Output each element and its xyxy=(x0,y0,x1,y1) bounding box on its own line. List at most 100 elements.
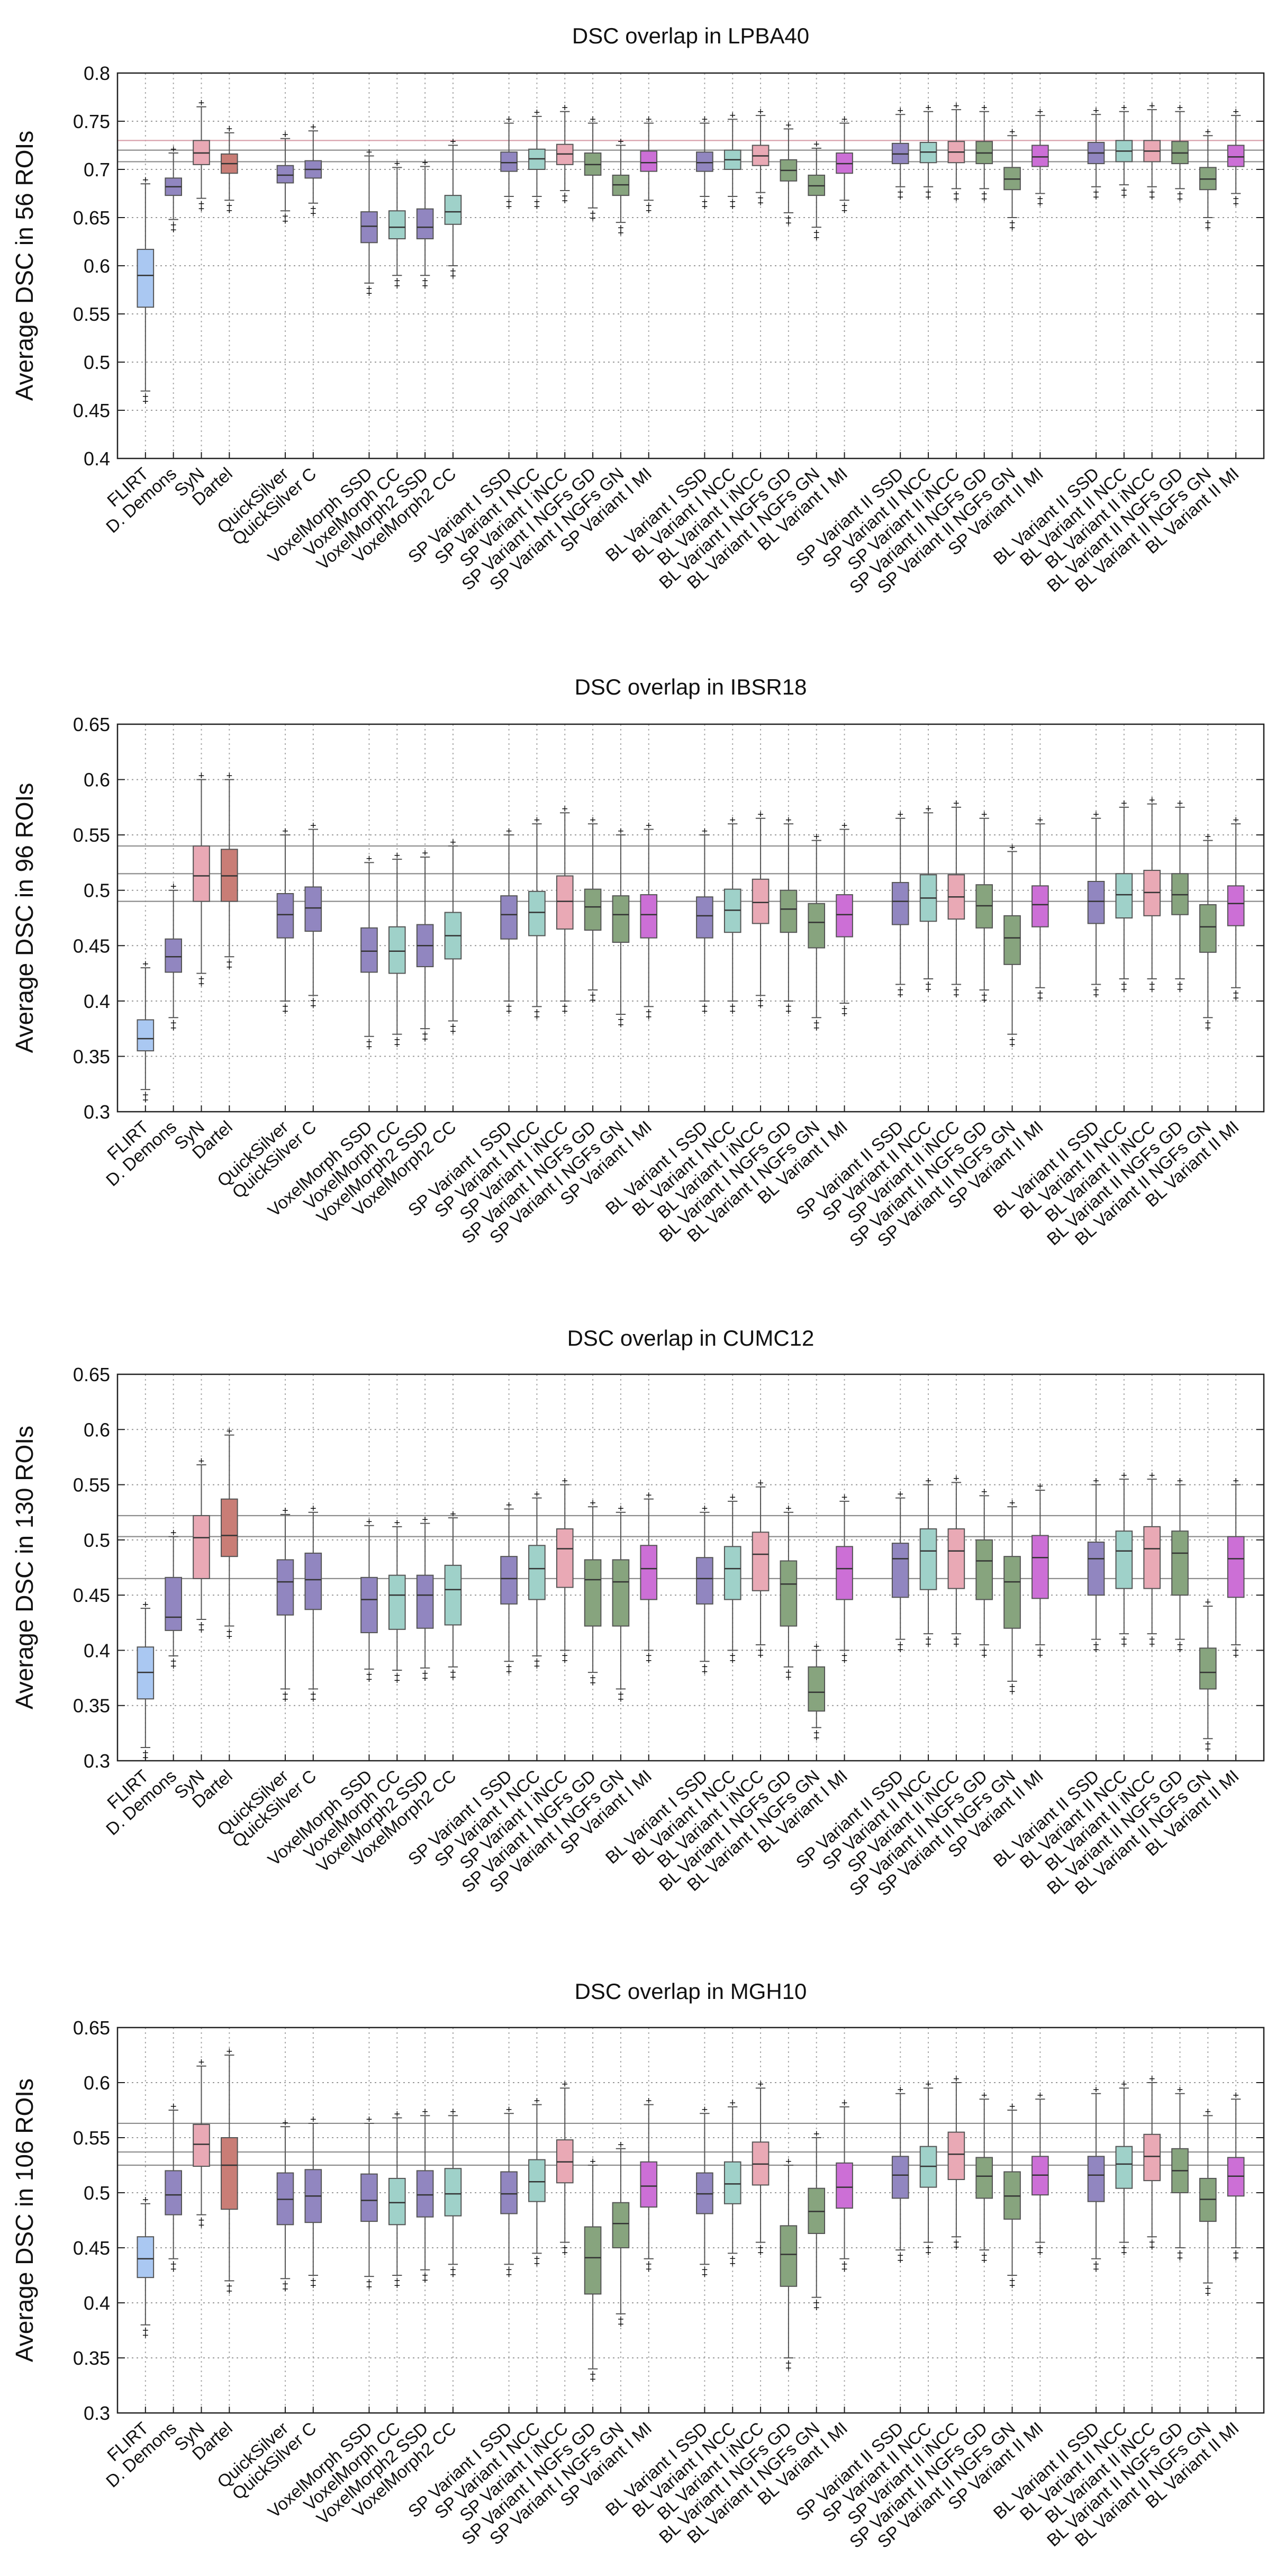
y-tick-label: 0.75 xyxy=(73,111,110,132)
box-body xyxy=(640,150,658,172)
y-tick-label: 0.6 xyxy=(84,769,110,791)
outlier-point: + xyxy=(729,110,736,122)
box-body xyxy=(808,1666,826,1712)
outlier-point: + xyxy=(282,215,288,227)
outlier-point: + xyxy=(813,2297,820,2309)
outlier-point: + xyxy=(897,186,903,198)
box-d-demons: +++ xyxy=(165,881,182,1034)
box-sp-variant-ii-ncc: +++ xyxy=(919,102,937,203)
box-body xyxy=(836,1546,853,1600)
outlier-point: + xyxy=(1009,1498,1016,1509)
box-syn: +++ xyxy=(193,97,210,215)
outlier-point: + xyxy=(422,1033,428,1045)
box-bl-variant-i-ncc: +++ xyxy=(723,110,741,213)
outlier-point: + xyxy=(841,2264,848,2275)
outlier-point: + xyxy=(534,2258,540,2270)
outlier-point: + xyxy=(142,1599,149,1610)
outlier-point: + xyxy=(198,2057,205,2068)
chart-panel-2: DSC overlap in IBSR18 Average DSC in 96 R… xyxy=(11,674,1265,1250)
box-sp-variant-i-ngfs-gn: +++ xyxy=(612,2139,630,2330)
outlier-point: + xyxy=(422,2275,428,2286)
outlier-point: + xyxy=(450,266,456,277)
outlier-point: + xyxy=(562,804,568,815)
box-bl-variant-i-ngfs-gd: +++ xyxy=(780,1503,798,1683)
box-dartel: +++ xyxy=(220,770,238,974)
box-body xyxy=(1199,1647,1217,1690)
outlier-point: + xyxy=(1233,2253,1239,2264)
outlier-point: + xyxy=(394,1675,400,1687)
y-tick-label: 0.45 xyxy=(73,935,110,957)
outlier-point: + xyxy=(366,1041,373,1053)
outlier-point: + xyxy=(422,1514,428,1526)
outlier-point: + xyxy=(170,224,177,236)
outlier-point: + xyxy=(925,1634,931,1645)
outlier-point: + xyxy=(841,200,848,212)
outlier-point: + xyxy=(282,1006,288,1017)
chart-title: DSC overlap in CUMC12 xyxy=(567,1326,815,1350)
outlier-point: + xyxy=(925,2242,931,2254)
outlier-point: + xyxy=(1205,2288,1211,2300)
outlier-point: + xyxy=(841,1003,848,1015)
outlier-point: + xyxy=(1233,193,1239,205)
outlier-point: + xyxy=(1009,2280,1016,2292)
outlier-point: + xyxy=(310,820,316,832)
outlier-point: + xyxy=(925,1638,931,1650)
outlier-point: + xyxy=(142,175,149,186)
box-bl-variant-ii-ngfs-gd: +++ xyxy=(1171,2084,1189,2264)
outlier-point: + xyxy=(841,820,848,832)
box-body xyxy=(388,2177,406,2226)
box-quicksilver: +++ xyxy=(276,1505,294,1706)
outlier-point: + xyxy=(226,2286,232,2298)
outlier-point: + xyxy=(897,1489,903,1500)
outlier-point: + xyxy=(813,232,820,244)
box-voxelmorph-cc: +++ xyxy=(388,158,406,292)
chart-panel-4: DSC overlap in MGH10 Average DSC in 106 R… xyxy=(11,1979,1265,2552)
box-flirt: +++ xyxy=(137,175,155,408)
outlier-point: + xyxy=(226,962,232,974)
y-tick-label: 0.4 xyxy=(84,2292,110,2314)
outlier-point: + xyxy=(590,114,596,125)
box-bl-variant-ii-ssd: +++ xyxy=(1087,1475,1105,1656)
outlier-point: + xyxy=(198,198,205,210)
y-tick-label: 0.55 xyxy=(73,1474,110,1496)
outlier-point: + xyxy=(394,2275,400,2287)
outlier-point: + xyxy=(702,825,708,837)
box-body xyxy=(416,1574,434,1629)
outlier-point: + xyxy=(1121,1470,1127,1481)
outlier-point: + xyxy=(702,196,708,208)
outlier-point: + xyxy=(1093,809,1099,821)
box-body xyxy=(304,886,322,932)
y-axis-label: Average DSC in 130 ROIs xyxy=(11,1426,38,1709)
outlier-point: + xyxy=(1149,984,1155,995)
outlier-point: + xyxy=(1121,2079,1127,2091)
outlier-point: + xyxy=(142,1094,149,1106)
box-sp-variant-i-ssd: +++ xyxy=(500,825,518,1017)
box-body xyxy=(891,2156,909,2199)
outlier-point: + xyxy=(170,1656,177,1668)
outlier-point: + xyxy=(450,1021,456,1032)
y-tick-label: 0.55 xyxy=(73,303,110,325)
box-bl-variant-i-incc: +++ xyxy=(752,1478,770,1661)
box-sp-variant-ii-mi: +++ xyxy=(1031,106,1049,210)
y-tick-label: 0.6 xyxy=(84,1419,110,1440)
outlier-point: + xyxy=(506,2264,512,2276)
box-body xyxy=(723,1546,741,1600)
box-bl-variant-ii-ncc: +++ xyxy=(1115,798,1133,995)
outlier-point: + xyxy=(646,1012,652,1023)
box-bl-variant-i-ncc: +++ xyxy=(723,814,741,1017)
outlier-point: + xyxy=(142,391,149,402)
outlier-point: + xyxy=(841,1655,848,1667)
box-body xyxy=(752,1532,770,1591)
box-sp-variant-ii-incc: +++ xyxy=(947,1473,965,1650)
outlier-point: + xyxy=(534,196,540,208)
box-body xyxy=(193,2124,210,2167)
outlier-point: + xyxy=(1205,1739,1211,1750)
outlier-point: + xyxy=(729,2097,736,2109)
outlier-point: + xyxy=(981,188,988,200)
outlier-point: + xyxy=(785,1006,792,1017)
y-tick-label: 0.65 xyxy=(73,207,110,229)
box-bl-variant-i-mi: +++ xyxy=(836,820,853,1020)
box-bl-variant-ii-ngfs-gn: +++ xyxy=(1199,831,1217,1034)
box-body xyxy=(612,1559,630,1627)
